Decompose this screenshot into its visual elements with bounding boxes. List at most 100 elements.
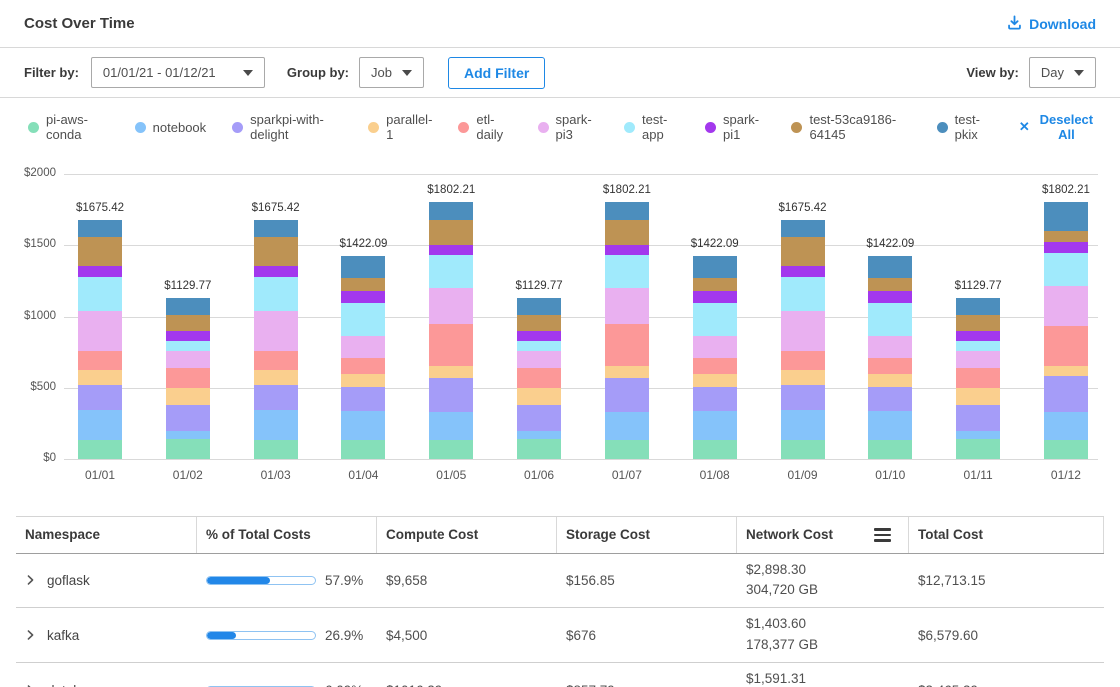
- bar-segment-test-app[interactable]: [166, 341, 210, 350]
- bar-segment-test-pkix[interactable]: [605, 202, 649, 219]
- bar-segment-pi-aws-conda[interactable]: [781, 440, 825, 459]
- legend-item-test-53ca9186-64145[interactable]: test-53ca9186-64145: [791, 112, 910, 142]
- legend-item-notebook[interactable]: notebook: [135, 120, 207, 135]
- bar-segment-sparkpi-with-delight[interactable]: [429, 378, 473, 412]
- deselect-all-button[interactable]: ✕ Deselect All: [1019, 112, 1096, 142]
- bar-segment-test-app[interactable]: [78, 277, 122, 311]
- bar-segment-parallel-1[interactable]: [341, 374, 385, 387]
- bar-segment-test-app[interactable]: [1044, 253, 1088, 286]
- bar-segment-spark-pi1[interactable]: [341, 291, 385, 303]
- namespace-cell[interactable]: databases: [16, 677, 197, 687]
- bar-segment-spark-pi1[interactable]: [517, 331, 561, 342]
- bar-segment-test-app[interactable]: [254, 277, 298, 311]
- bar-segment-parallel-1[interactable]: [429, 366, 473, 377]
- bar-segment-sparkpi-with-delight[interactable]: [166, 405, 210, 431]
- bar-segment-pi-aws-conda[interactable]: [693, 440, 737, 459]
- bar-segment-notebook[interactable]: [517, 431, 561, 439]
- bar-segment-spark-pi1[interactable]: [605, 245, 649, 255]
- bar-segment-notebook[interactable]: [693, 411, 737, 440]
- bar-segment-notebook[interactable]: [254, 410, 298, 440]
- bar-segment-parallel-1[interactable]: [693, 374, 737, 387]
- bar-segment-spark-pi1[interactable]: [956, 331, 1000, 342]
- bar-segment-sparkpi-with-delight[interactable]: [78, 385, 122, 410]
- bar-segment-pi-aws-conda[interactable]: [429, 440, 473, 459]
- bar-01/03[interactable]: $1675.42: [254, 174, 298, 459]
- column-header-storage[interactable]: Storage Cost: [557, 517, 737, 553]
- bar-segment-parallel-1[interactable]: [605, 366, 649, 377]
- bar-segment-spark-pi3[interactable]: [868, 336, 912, 358]
- group-by-select[interactable]: Job: [359, 57, 424, 88]
- legend-item-parallel-1[interactable]: parallel-1: [368, 112, 432, 142]
- bar-segment-notebook[interactable]: [78, 410, 122, 440]
- bar-segment-sparkpi-with-delight[interactable]: [254, 385, 298, 410]
- bar-segment-spark-pi3[interactable]: [78, 311, 122, 351]
- bar-segment-etl-daily[interactable]: [693, 358, 737, 374]
- bar-segment-test-pkix[interactable]: [341, 256, 385, 278]
- bar-segment-pi-aws-conda[interactable]: [78, 440, 122, 459]
- bar-segment-test-pkix[interactable]: [429, 202, 473, 219]
- bar-segment-etl-daily[interactable]: [254, 351, 298, 370]
- bar-segment-spark-pi3[interactable]: [341, 336, 385, 358]
- bar-segment-sparkpi-with-delight[interactable]: [605, 378, 649, 412]
- bar-segment-spark-pi1[interactable]: [868, 291, 912, 303]
- bar-segment-parallel-1[interactable]: [78, 370, 122, 385]
- chevron-right-icon[interactable]: [25, 629, 36, 641]
- bar-segment-notebook[interactable]: [341, 411, 385, 440]
- column-header-namespace[interactable]: Namespace: [16, 517, 197, 553]
- bar-segment-pi-aws-conda[interactable]: [341, 440, 385, 459]
- bar-segment-test-pkix[interactable]: [868, 256, 912, 278]
- view-by-select[interactable]: Day: [1029, 57, 1096, 88]
- bar-segment-sparkpi-with-delight[interactable]: [956, 405, 1000, 431]
- bar-segment-test-53ca9186-64145[interactable]: [254, 237, 298, 267]
- bar-segment-spark-pi1[interactable]: [781, 266, 825, 276]
- bar-segment-notebook[interactable]: [781, 410, 825, 440]
- bar-segment-test-pkix[interactable]: [956, 298, 1000, 315]
- bar-segment-test-53ca9186-64145[interactable]: [956, 315, 1000, 331]
- namespace-cell[interactable]: goflask: [16, 567, 197, 594]
- bar-segment-spark-pi1[interactable]: [78, 266, 122, 276]
- bar-segment-test-53ca9186-64145[interactable]: [429, 220, 473, 246]
- bar-segment-test-app[interactable]: [956, 341, 1000, 350]
- bar-segment-notebook[interactable]: [166, 431, 210, 439]
- bar-01/07[interactable]: $1802.21: [605, 174, 649, 459]
- bar-segment-test-53ca9186-64145[interactable]: [78, 237, 122, 267]
- bar-segment-spark-pi1[interactable]: [693, 291, 737, 303]
- bar-segment-spark-pi3[interactable]: [1044, 286, 1088, 326]
- bar-segment-test-pkix[interactable]: [781, 220, 825, 236]
- bar-segment-parallel-1[interactable]: [517, 388, 561, 405]
- bar-segment-test-app[interactable]: [517, 341, 561, 350]
- bar-segment-sparkpi-with-delight[interactable]: [868, 387, 912, 412]
- legend-item-sparkpi-with-delight[interactable]: sparkpi-with-delight: [232, 112, 342, 142]
- bar-segment-etl-daily[interactable]: [781, 351, 825, 370]
- legend-item-spark-pi1[interactable]: spark-pi1: [705, 112, 765, 142]
- bar-segment-spark-pi3[interactable]: [517, 351, 561, 368]
- bar-segment-parallel-1[interactable]: [166, 388, 210, 405]
- bar-segment-test-53ca9186-64145[interactable]: [781, 237, 825, 267]
- bar-segment-test-pkix[interactable]: [517, 298, 561, 315]
- bar-segment-test-app[interactable]: [341, 303, 385, 336]
- bar-segment-spark-pi1[interactable]: [1044, 242, 1088, 253]
- bar-segment-test-53ca9186-64145[interactable]: [1044, 231, 1088, 242]
- table-row-kafka[interactable]: kafka 26.9% $4,500 $676 $1,403.60 178,37…: [16, 608, 1104, 663]
- bar-segment-test-pkix[interactable]: [1044, 202, 1088, 231]
- legend-item-etl-daily[interactable]: etl-daily: [458, 112, 511, 142]
- bar-segment-spark-pi1[interactable]: [429, 245, 473, 255]
- bar-segment-test-pkix[interactable]: [254, 220, 298, 236]
- bar-segment-test-pkix[interactable]: [693, 256, 737, 278]
- bar-segment-pi-aws-conda[interactable]: [605, 440, 649, 459]
- bar-segment-test-app[interactable]: [605, 255, 649, 288]
- table-row-goflask[interactable]: goflask 57.9% $9,658 $156.85 $2,898.30 3…: [16, 554, 1104, 609]
- bar-segment-parallel-1[interactable]: [781, 370, 825, 385]
- bar-segment-spark-pi1[interactable]: [254, 266, 298, 276]
- chevron-right-icon[interactable]: [25, 574, 36, 586]
- bar-segment-etl-daily[interactable]: [341, 358, 385, 374]
- bar-segment-spark-pi3[interactable]: [429, 288, 473, 324]
- bar-01/01[interactable]: $1675.42: [78, 174, 122, 459]
- bar-segment-test-app[interactable]: [429, 255, 473, 288]
- bar-segment-test-app[interactable]: [693, 303, 737, 336]
- column-header-percent[interactable]: % of Total Costs: [197, 517, 377, 553]
- bar-segment-parallel-1[interactable]: [1044, 366, 1088, 377]
- bar-segment-test-53ca9186-64145[interactable]: [341, 278, 385, 291]
- bar-segment-notebook[interactable]: [429, 412, 473, 441]
- bar-segment-etl-daily[interactable]: [605, 324, 649, 367]
